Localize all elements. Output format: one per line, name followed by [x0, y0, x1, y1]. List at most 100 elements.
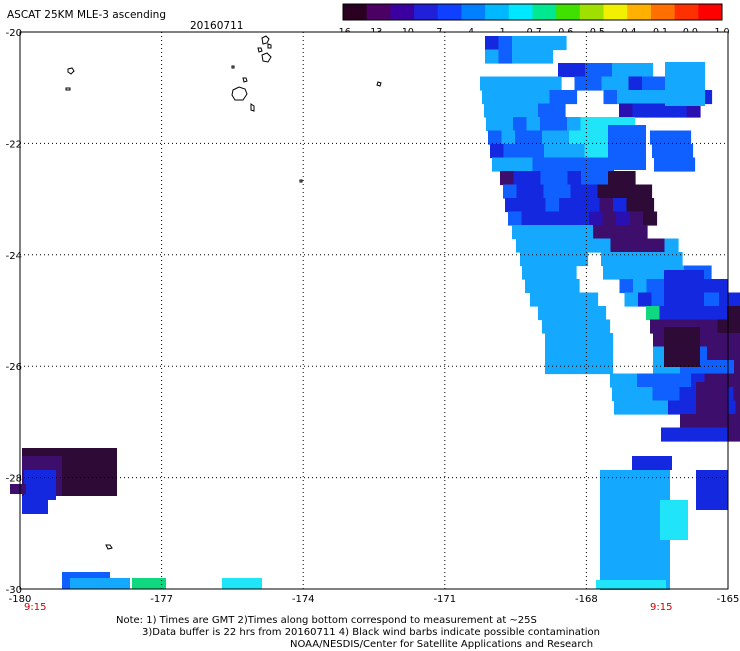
pass-time-label: 9:15 [24, 602, 46, 610]
swath-cell [558, 63, 572, 77]
swath-cell [500, 171, 514, 185]
swath-cell [500, 117, 514, 131]
swath-cell [480, 77, 494, 91]
swath-block [70, 578, 130, 589]
swath-cell [688, 428, 702, 442]
swath-cell [634, 225, 648, 239]
swath-cell [552, 306, 566, 320]
swath-block [132, 578, 166, 589]
swath-cell [565, 306, 579, 320]
swath-cell [527, 117, 541, 131]
latitude-tick-label: -26 [6, 362, 22, 373]
swath-cell [512, 225, 526, 239]
swath-cell [584, 239, 598, 253]
swath-cell [538, 104, 552, 118]
swath-cell [707, 360, 721, 374]
swath-cell [519, 158, 533, 172]
swath-cell [553, 225, 567, 239]
swath-cell [571, 185, 585, 199]
swath-block [222, 578, 262, 589]
swath-cell [646, 306, 660, 320]
swath-cell [613, 198, 627, 212]
swath-cell [567, 117, 581, 131]
swath-cell [652, 144, 666, 158]
swath-cell [639, 387, 653, 401]
swath-cell [554, 171, 568, 185]
swath-cell [677, 131, 691, 145]
swath-cell [628, 252, 642, 266]
swath-cell [655, 252, 669, 266]
swath-cell [597, 239, 611, 253]
swath-cell [570, 239, 584, 253]
swath-cell [530, 293, 544, 307]
swath-cell [559, 347, 573, 361]
swath-cell [539, 36, 553, 50]
swath-cell [675, 428, 689, 442]
swath-cell [515, 131, 529, 145]
swath-cell [512, 50, 526, 64]
swath-cell [664, 374, 678, 388]
swath-cell [707, 333, 721, 347]
swath-cell [485, 36, 499, 50]
swath-cell [727, 306, 740, 320]
swath-cell [668, 158, 682, 172]
swath-cell [704, 320, 718, 334]
swath-cell [731, 320, 740, 334]
swath-block [660, 500, 688, 540]
swath-cell [680, 414, 694, 428]
swath-cell [642, 252, 656, 266]
swath-cell [514, 171, 528, 185]
swath-cell [620, 279, 634, 293]
swath-cell [563, 90, 577, 104]
swath-cell [509, 90, 523, 104]
swath-cell [569, 131, 583, 145]
swath-cell [530, 239, 544, 253]
swath-cell [536, 266, 550, 280]
swath-cell [633, 104, 647, 118]
swath-cell [513, 117, 527, 131]
swath-cell [490, 144, 504, 158]
swath-block [22, 496, 48, 514]
swath-block [24, 470, 56, 500]
swath-cell [617, 266, 631, 280]
swath-cell [572, 63, 586, 77]
swath-cell [522, 212, 536, 226]
swath-cell [668, 401, 682, 415]
swath-cell [614, 401, 628, 415]
swath-cell [734, 387, 740, 401]
swath-cell [530, 185, 544, 199]
swath-block [608, 125, 646, 170]
swath-cell [540, 117, 554, 131]
swath-cell [651, 239, 665, 253]
swath-cell [650, 131, 664, 145]
swath-cell [617, 90, 631, 104]
swath-cell [576, 212, 590, 226]
swath-cell [630, 212, 644, 226]
latitude-tick-label: -24 [6, 251, 22, 262]
swath-cell [546, 198, 560, 212]
swath-cell [506, 158, 520, 172]
swath-cell [682, 401, 696, 415]
swath-block [664, 270, 704, 316]
swath-cell [586, 333, 600, 347]
swath-cell [586, 360, 600, 374]
swath-cell [482, 90, 496, 104]
swath-cell [517, 144, 531, 158]
swath-cell [638, 293, 652, 307]
swath-cell [542, 320, 556, 334]
swath-block [696, 470, 728, 510]
swath-cell [714, 306, 728, 320]
longitude-tick-label: -171 [433, 594, 456, 605]
swath-cell [599, 63, 613, 77]
swath-cell [599, 360, 613, 374]
swath-cell [678, 374, 692, 388]
swath-cell [559, 333, 573, 347]
swath-cell [661, 428, 675, 442]
swath-cell [637, 374, 651, 388]
swath-cell [612, 387, 626, 401]
swath-cell [643, 212, 657, 226]
swath-cell [531, 144, 545, 158]
swath-cell [638, 185, 652, 199]
swath-cell [566, 279, 580, 293]
